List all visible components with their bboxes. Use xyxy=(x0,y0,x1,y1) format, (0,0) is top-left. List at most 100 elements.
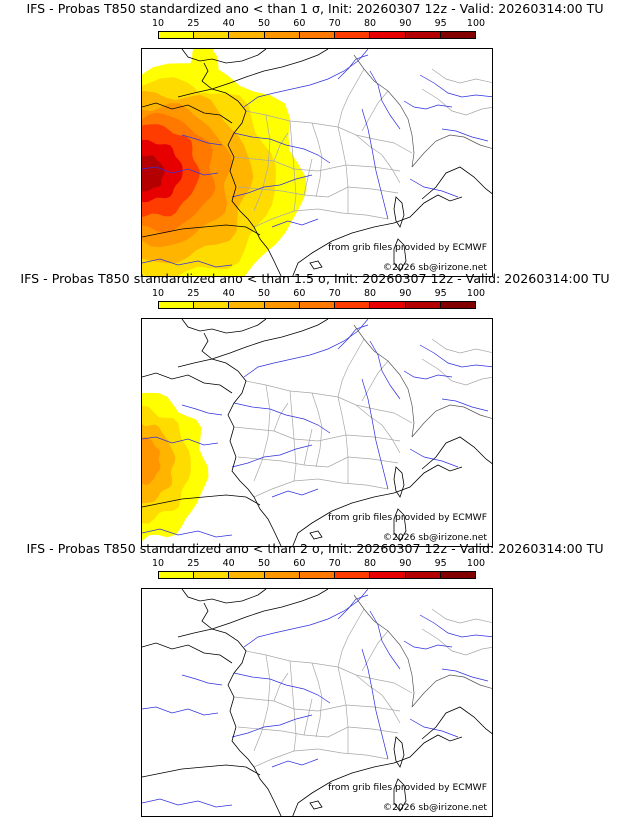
colorbar-tick-label: 70 xyxy=(328,18,341,29)
admin-border xyxy=(361,360,389,402)
coastline xyxy=(181,319,267,334)
coastline xyxy=(142,372,233,394)
coastline xyxy=(142,642,233,664)
colorbar-swatch xyxy=(405,572,441,578)
river xyxy=(409,718,459,738)
colorbar-tick-label: 50 xyxy=(257,18,271,29)
colorbar xyxy=(158,31,476,39)
colorbar-swatch xyxy=(264,572,300,578)
colorbar-swatch xyxy=(264,302,300,308)
river xyxy=(142,798,233,808)
river xyxy=(243,589,369,648)
admin-border xyxy=(253,478,389,498)
river xyxy=(271,218,319,228)
river xyxy=(271,488,319,498)
colorbar-tick-label: 80 xyxy=(363,558,377,569)
colorbar-swatch xyxy=(440,572,475,578)
colorbar-swatch xyxy=(299,572,336,578)
colorbar-tick-label: 70 xyxy=(328,558,341,569)
admin-border xyxy=(337,608,365,668)
admin-border xyxy=(311,662,323,738)
admin-border xyxy=(245,650,413,694)
country-border xyxy=(411,134,492,168)
river xyxy=(181,674,223,686)
coastline xyxy=(177,319,329,368)
colorbar-swatch xyxy=(370,572,406,578)
admin-border xyxy=(253,748,389,768)
island-coastline xyxy=(309,800,323,810)
colorbar-labels: 10 25 40 50 60 70 80 90 95 100 xyxy=(0,558,630,570)
island-coastline xyxy=(393,196,405,228)
admin-border xyxy=(431,608,492,624)
admin-border xyxy=(355,404,401,454)
colorbar-tick-label: 25 xyxy=(187,18,200,29)
river xyxy=(361,108,389,220)
river xyxy=(441,668,489,682)
source-credit: from grib files provided by ECMWF xyxy=(328,512,487,523)
colorbar-tick-label: 60 xyxy=(293,288,306,299)
coastline xyxy=(292,194,463,276)
river xyxy=(233,672,331,704)
admin-border xyxy=(289,390,297,482)
river xyxy=(361,648,389,760)
admin-border xyxy=(253,114,271,212)
admin-border xyxy=(311,122,323,198)
coastline xyxy=(292,734,463,816)
admin-border xyxy=(431,338,492,354)
colorbar-tick-label: 80 xyxy=(363,288,377,299)
admin-border xyxy=(311,392,323,468)
colorbar xyxy=(158,571,476,579)
colorbar-tick-label: 50 xyxy=(257,288,271,299)
colorbar-swatch xyxy=(335,32,371,38)
colorbar-tick-label: 50 xyxy=(257,558,271,569)
coastline xyxy=(201,332,282,546)
river xyxy=(369,70,401,130)
river xyxy=(369,610,401,670)
river xyxy=(233,132,331,164)
river xyxy=(231,174,313,198)
country-border xyxy=(411,404,492,438)
coastline xyxy=(142,494,261,508)
admin-border xyxy=(303,698,313,736)
colorbar-tick-label: 90 xyxy=(399,18,412,29)
admin-border xyxy=(337,68,365,128)
panel-1-sigma: IFS - Probas T850 standardized ano < tha… xyxy=(0,0,630,277)
coastline xyxy=(292,464,463,546)
colorbar-tick-label: 60 xyxy=(293,558,306,569)
admin-border xyxy=(273,132,289,162)
river xyxy=(233,402,331,434)
colorbar-swatch xyxy=(159,572,195,578)
river xyxy=(231,444,313,468)
admin-border xyxy=(361,90,389,132)
colorbar-tick-label: 95 xyxy=(434,288,447,299)
panel-1-5-sigma: IFS - Probas T850 standardized ano < tha… xyxy=(0,270,630,547)
river xyxy=(243,319,369,378)
colorbar-tick-label: 100 xyxy=(466,558,486,569)
panel-title: IFS - Probas T850 standardized ano < tha… xyxy=(26,541,604,556)
colorbar-swatch xyxy=(194,302,230,308)
river xyxy=(231,714,313,738)
colorbar-swatch xyxy=(264,32,300,38)
admin-border xyxy=(303,428,313,466)
island-coastline xyxy=(393,736,405,768)
admin-border xyxy=(273,402,289,432)
river xyxy=(337,594,369,620)
admin-border xyxy=(233,156,401,172)
river xyxy=(337,324,369,350)
coastline xyxy=(142,224,261,238)
colorbar-tick-label: 90 xyxy=(399,288,412,299)
river xyxy=(409,448,459,468)
colorbar xyxy=(158,301,476,309)
river xyxy=(369,340,401,400)
country-border xyxy=(411,674,492,708)
coastline xyxy=(201,62,282,276)
island-coastline xyxy=(393,508,407,542)
panel-title: IFS - Probas T850 standardized ano < tha… xyxy=(26,1,604,16)
admin-border xyxy=(233,426,401,442)
colorbar-swatch xyxy=(440,32,475,38)
admin-border xyxy=(303,158,313,196)
admin-border xyxy=(355,674,401,724)
colorbar-swatch xyxy=(194,572,230,578)
island-coastline xyxy=(393,238,407,272)
country-border xyxy=(353,54,415,168)
